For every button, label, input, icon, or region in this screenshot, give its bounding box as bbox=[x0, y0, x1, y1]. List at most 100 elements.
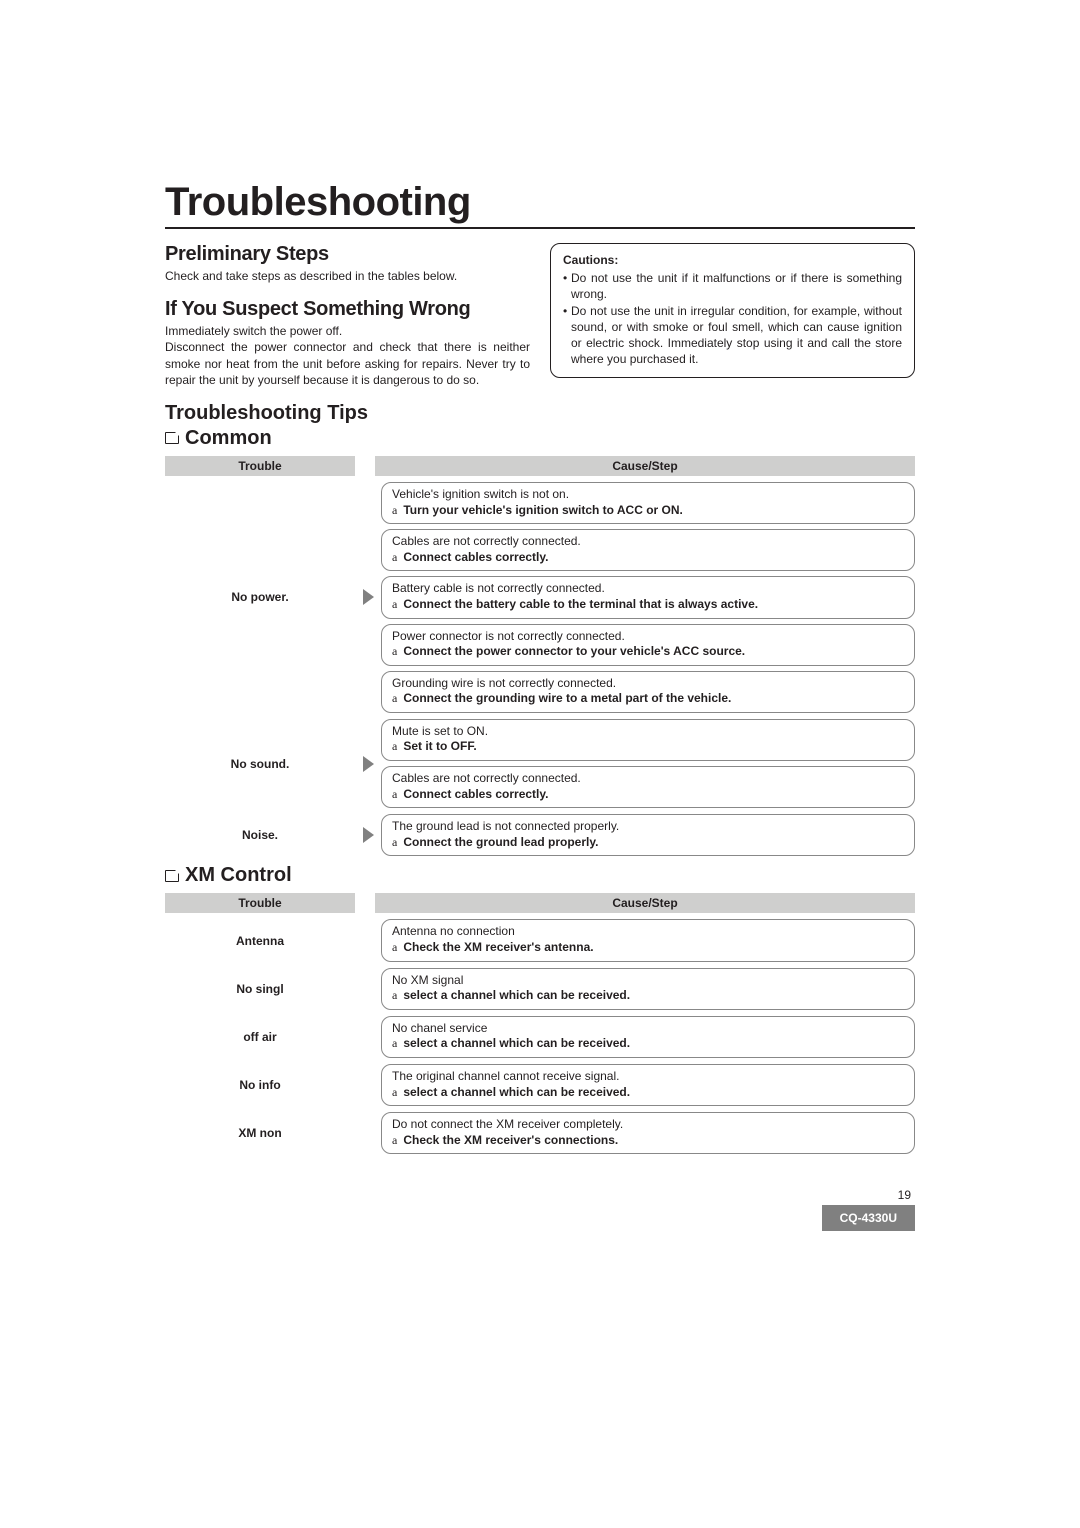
step-line: aConnect the power connector to your veh… bbox=[392, 644, 904, 660]
intro-columns: Preliminary Steps Check and take steps a… bbox=[165, 243, 915, 388]
section-icon bbox=[165, 432, 179, 444]
step-marker: a bbox=[392, 1133, 397, 1149]
cause-box: The original channel cannot receive sign… bbox=[381, 1064, 915, 1106]
cause-cell: Mute is set to ON.aSet it to OFF.Cables … bbox=[381, 719, 915, 808]
table-row: Noise. The ground lead is not connected p… bbox=[165, 814, 915, 856]
cause-cell: The ground lead is not connected properl… bbox=[381, 814, 915, 856]
trouble-cell: Noise. bbox=[165, 814, 355, 856]
step-text: select a channel which can be received. bbox=[403, 1085, 630, 1101]
table-header: Trouble Cause/Step bbox=[165, 893, 915, 913]
step-line: a Set it to OFF. bbox=[392, 739, 904, 755]
tips-heading: Troubleshooting Tips bbox=[165, 402, 915, 425]
step-text: Turn your vehicle's ignition switch to A… bbox=[403, 503, 683, 519]
page-number: 19 bbox=[165, 1188, 915, 1202]
table-row: off airNo chanel serviceaselect a channe… bbox=[165, 1016, 915, 1058]
common-table: Trouble Cause/Step No power.Vehicle's ig… bbox=[165, 456, 915, 857]
step-text: Connect cables correctly. bbox=[403, 550, 548, 566]
cause-box: Grounding wire is not correctly connecte… bbox=[381, 671, 915, 713]
step-marker: a bbox=[392, 940, 397, 956]
trouble-cell: No power. bbox=[165, 482, 355, 713]
table-row: No info The original channel cannot recei… bbox=[165, 1064, 915, 1106]
common-heading-text: Common bbox=[185, 427, 272, 450]
suspect-line2: Disconnect the power connector and check… bbox=[165, 339, 530, 388]
step-line: aConnect cables correctly. bbox=[392, 550, 904, 566]
cause-box: Cables are not correctly connected.a Conn… bbox=[381, 766, 915, 808]
common-heading: Common bbox=[165, 427, 915, 450]
arrow-icon bbox=[363, 756, 374, 772]
step-marker: a bbox=[392, 1036, 397, 1052]
cause-text: Grounding wire is not correctly connecte… bbox=[392, 676, 904, 692]
cause-text: Power connector is not correctly connect… bbox=[392, 629, 904, 645]
step-text: select a channel which can be received. bbox=[403, 1036, 630, 1052]
prelim-heading: Preliminary Steps bbox=[165, 243, 530, 266]
step-marker: a bbox=[392, 988, 397, 1004]
step-text: Connect the battery cable to the termina… bbox=[403, 597, 758, 613]
cause-text: No chanel service bbox=[392, 1021, 904, 1037]
arrow-cell bbox=[361, 719, 375, 808]
trouble-cell: No sound. bbox=[165, 719, 355, 808]
cautions-title: Cautions: bbox=[563, 252, 902, 268]
cause-cell: No XM signala select a channel which can … bbox=[381, 968, 915, 1010]
step-text: Connect the grounding wire to a metal pa… bbox=[403, 691, 731, 707]
trouble-cell: Antenna bbox=[165, 919, 355, 961]
step-line: a select a channel which can be received. bbox=[392, 988, 904, 1004]
table-row: No power. Vehicle's ignition switch is no… bbox=[165, 482, 915, 713]
caution-item: Do not use the unit if it malfunctions o… bbox=[563, 270, 902, 302]
trouble-cell: No info bbox=[165, 1064, 355, 1106]
step-marker: a bbox=[392, 597, 397, 613]
page-footer: 19 CQ-4330U bbox=[165, 1188, 915, 1231]
cause-box: Antenna no connectiona Check the XM recei… bbox=[381, 919, 915, 961]
step-text: select a channel which can be received. bbox=[403, 988, 630, 1004]
cause-text: No XM signal bbox=[392, 973, 904, 989]
cause-box: No XM signala select a channel which can … bbox=[381, 968, 915, 1010]
cause-cell: No chanel servicea select a channel which… bbox=[381, 1016, 915, 1058]
th-cause: Cause/Step bbox=[375, 893, 915, 913]
th-trouble: Trouble bbox=[165, 893, 355, 913]
cause-text: Antenna no connection bbox=[392, 924, 904, 940]
table-row: XM nonDo not connect the XM receiver com… bbox=[165, 1112, 915, 1154]
arrow-cell bbox=[361, 1112, 375, 1154]
cause-cell: The original channel cannot receive sign… bbox=[381, 1064, 915, 1106]
intro-left: Preliminary Steps Check and take steps a… bbox=[165, 243, 530, 388]
cause-text: Cables are not correctly connected. bbox=[392, 534, 904, 550]
cautions-box: Cautions: Do not use the unit if it malf… bbox=[550, 243, 915, 378]
step-line: a Connect the battery cable to the termin… bbox=[392, 597, 904, 613]
step-marker: a bbox=[392, 787, 397, 803]
step-marker: a bbox=[392, 739, 397, 755]
suspect-line1: Immediately switch the power off. bbox=[165, 323, 530, 339]
step-text: Set it to OFF. bbox=[403, 739, 476, 755]
cause-text: The ground lead is not connected properl… bbox=[392, 819, 904, 835]
xm-table: Trouble Cause/Step Antenna Antenna no con… bbox=[165, 893, 915, 1154]
step-marker: a bbox=[392, 503, 397, 519]
step-text: Connect cables correctly. bbox=[403, 787, 548, 803]
cause-text: Mute is set to ON. bbox=[392, 724, 904, 740]
arrow-icon bbox=[363, 589, 374, 605]
cause-cell: Antenna no connectiona Check the XM recei… bbox=[381, 919, 915, 961]
step-line: a select a channel which can be received. bbox=[392, 1036, 904, 1052]
cause-box: Battery cable is not correctly connected… bbox=[381, 576, 915, 618]
step-marker: a bbox=[392, 835, 397, 851]
xm-heading-text: XM Control bbox=[185, 864, 292, 887]
cause-box: Vehicle's ignition switch is not on.a Tur… bbox=[381, 482, 915, 524]
cause-text: Cables are not correctly connected. bbox=[392, 771, 904, 787]
arrow-icon bbox=[363, 827, 374, 843]
step-marker: a bbox=[392, 1085, 397, 1101]
arrow-cell bbox=[361, 1016, 375, 1058]
arrow-cell bbox=[361, 1064, 375, 1106]
cause-box: No chanel servicea select a channel which… bbox=[381, 1016, 915, 1058]
step-line: aConnect the grounding wire to a metal p… bbox=[392, 691, 904, 707]
step-marker: a bbox=[392, 644, 397, 660]
trouble-cell: No singl bbox=[165, 968, 355, 1010]
cause-box: Cables are not correctly connected.aConn… bbox=[381, 529, 915, 571]
table-row: Antenna Antenna no connectiona Check the X… bbox=[165, 919, 915, 961]
step-line: a Connect cables correctly. bbox=[392, 787, 904, 803]
step-text: Connect the ground lead properly. bbox=[403, 835, 598, 851]
step-line: a Connect the ground lead properly. bbox=[392, 835, 904, 851]
step-text: Check the XM receiver's antenna. bbox=[403, 940, 593, 956]
cause-box: Do not connect the XM receiver completel… bbox=[381, 1112, 915, 1154]
cause-text: Vehicle's ignition switch is not on. bbox=[392, 487, 904, 503]
step-text: Check the XM receiver's connections. bbox=[403, 1133, 618, 1149]
step-line: a Check the XM receiver's connections. bbox=[392, 1133, 904, 1149]
cause-cell: Do not connect the XM receiver completel… bbox=[381, 1112, 915, 1154]
cause-text: Battery cable is not correctly connected… bbox=[392, 581, 904, 597]
